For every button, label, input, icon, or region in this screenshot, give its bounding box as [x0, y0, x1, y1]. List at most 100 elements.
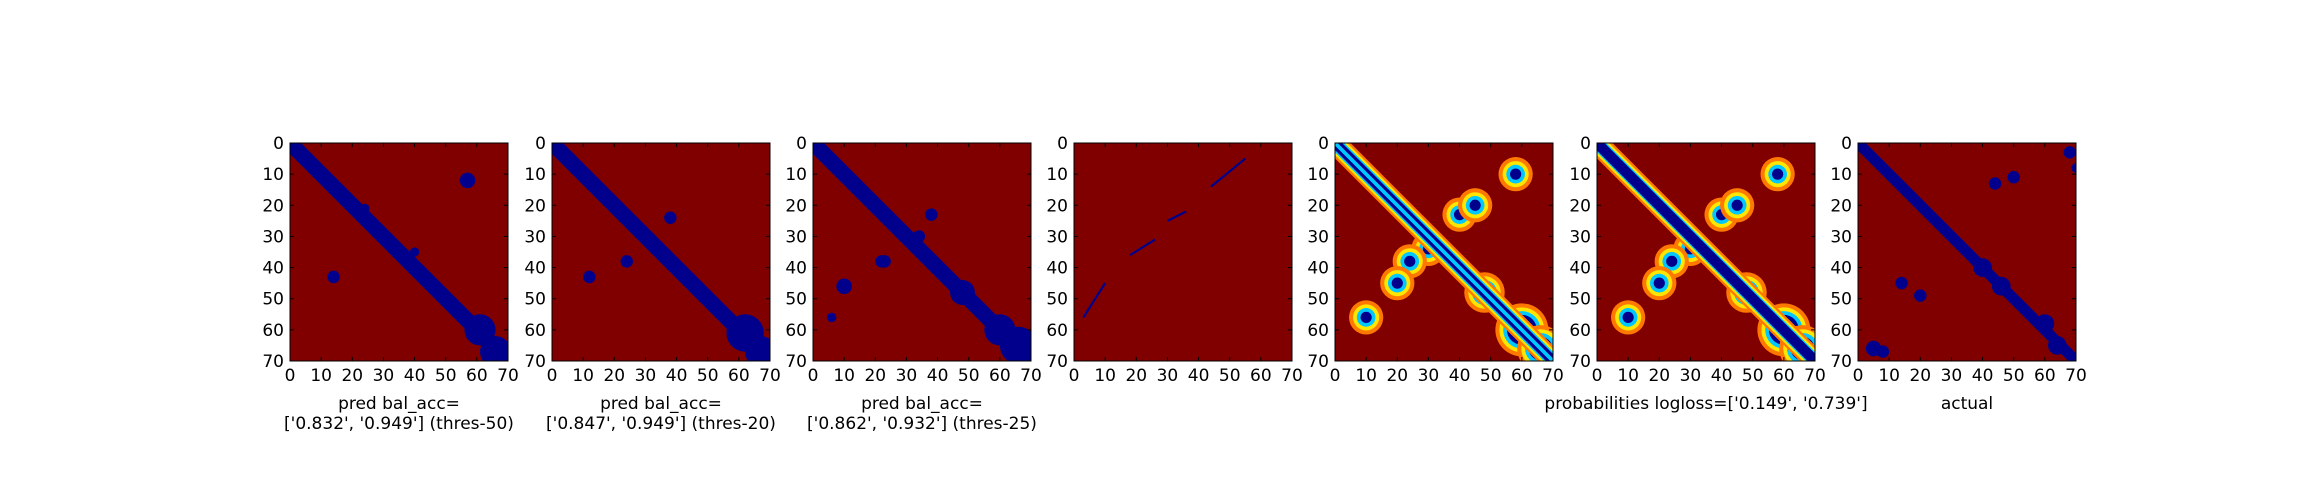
axes-frame [1596, 142, 1816, 362]
x-tick-label: 60 [989, 366, 1011, 386]
y-tick-label: 10 [1569, 165, 1591, 185]
y-tick-label: 10 [1046, 165, 1068, 185]
x-tick-label: 40 [1711, 366, 1733, 386]
x-tick-label: 20 [603, 366, 625, 386]
y-tick-label: 20 [1307, 196, 1329, 216]
x-axis-label: ['0.832', '0.949'] (thres-50) [284, 414, 514, 434]
y-tick-label: 30 [1307, 227, 1329, 247]
y-tick-label: 0 [535, 134, 546, 154]
x-tick-label: 30 [635, 366, 657, 386]
heatmap-background [1074, 143, 1292, 361]
contact-blob [1012, 348, 1031, 361]
heatmap-image [552, 143, 770, 361]
probability-region [1391, 277, 1403, 289]
x-tick-label: 60 [728, 366, 750, 386]
x-tick-label: 30 [1680, 366, 1702, 386]
y-tick-label: 70 [1046, 352, 1068, 372]
x-tick-label: 20 [341, 366, 363, 386]
y-tick-label: 20 [262, 196, 284, 216]
x-axis-label: ['0.862', '0.932'] (thres-25) [807, 414, 1037, 434]
contact-blob [1973, 258, 1992, 277]
axes-frame [1073, 142, 1293, 362]
y-tick-label: 40 [262, 259, 284, 279]
probability-region [1469, 199, 1481, 211]
x-tick-label: 50 [697, 366, 719, 386]
x-tick-label: 60 [1511, 366, 1533, 386]
contact-blob [664, 211, 677, 224]
diagonal-band [1597, 143, 1815, 361]
y-tick-label: 30 [262, 227, 284, 247]
axes-frame [1857, 142, 2077, 362]
x-tick-label: 40 [1188, 366, 1210, 386]
y-tick-label: 50 [1569, 290, 1591, 310]
x-tick-label: 0 [547, 366, 558, 386]
x-tick-label: 40 [927, 366, 949, 386]
heatmap-image [290, 143, 508, 361]
y-tick-label: 70 [262, 352, 284, 372]
contact-blob [409, 247, 420, 257]
y-tick-label: 0 [1318, 134, 1329, 154]
x-tick-label: 50 [435, 366, 457, 386]
y-tick-label: 70 [1569, 352, 1591, 372]
y-tick-label: 0 [796, 134, 807, 154]
x-tick-label: 30 [1418, 366, 1440, 386]
x-tick-label: 0 [285, 366, 296, 386]
contact-blob [459, 172, 476, 189]
contact-segment [1129, 238, 1156, 257]
x-axis-label: ['0.847', '0.949'] (thres-20) [546, 414, 776, 434]
y-tick-label: 10 [785, 165, 807, 185]
y-tick-label: 60 [524, 321, 546, 341]
probability-region [1772, 168, 1784, 180]
x-tick-label: 70 [497, 366, 519, 386]
x-tick-label: 30 [1941, 366, 1963, 386]
x-tick-label: 40 [666, 366, 688, 386]
x-axis-label: pred bal_acc= [338, 394, 460, 414]
contact-blob [745, 336, 770, 361]
contact-blob [875, 255, 888, 268]
contact-blob [327, 270, 340, 284]
x-tick-label: 10 [833, 366, 855, 386]
x-tick-label: 10 [1355, 366, 1377, 386]
contact-blob [479, 336, 508, 361]
contact-blob [2035, 314, 2055, 333]
contact-blob [583, 270, 596, 284]
y-tick-label: 20 [1830, 196, 1852, 216]
y-tick-label: 0 [1057, 134, 1068, 154]
x-tick-label: 50 [1480, 366, 1502, 386]
contact-blob [1991, 276, 2011, 296]
y-tick-label: 10 [1307, 165, 1329, 185]
axes-frame [812, 142, 1032, 362]
x-tick-label: 50 [1742, 366, 1764, 386]
y-tick-label: 50 [1046, 290, 1068, 310]
y-tick-label: 10 [1830, 165, 1852, 185]
x-tick-label: 20 [1125, 366, 1147, 386]
x-tick-label: 0 [1069, 366, 1080, 386]
contact-blob [2063, 146, 2076, 159]
x-tick-label: 0 [808, 366, 819, 386]
contact-blob [827, 312, 837, 323]
contact-blob [1895, 276, 1908, 290]
contact-segment [1210, 157, 1246, 188]
y-tick-label: 30 [1830, 227, 1852, 247]
y-tick-label: 0 [273, 134, 284, 154]
y-tick-label: 50 [1307, 290, 1329, 310]
y-tick-label: 70 [785, 352, 807, 372]
y-tick-label: 50 [524, 290, 546, 310]
x-tick-label: 10 [310, 366, 332, 386]
contact-blob [925, 208, 938, 221]
contact-blob [464, 314, 496, 346]
y-tick-label: 70 [1830, 352, 1852, 372]
probability-region [1360, 311, 1372, 324]
x-tick-label: 20 [1648, 366, 1670, 386]
y-tick-label: 20 [1046, 196, 1068, 216]
y-tick-label: 60 [1569, 321, 1591, 341]
heatmap-image [1597, 143, 1815, 361]
y-tick-label: 60 [1830, 321, 1852, 341]
heatmap-image [813, 143, 1031, 361]
